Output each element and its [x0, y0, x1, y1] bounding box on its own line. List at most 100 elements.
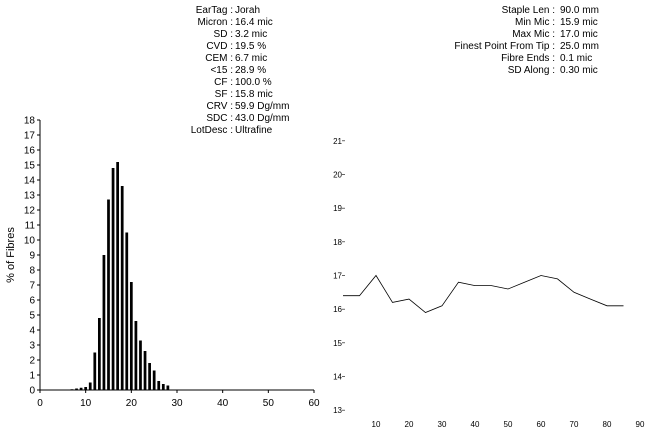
staple-stat-value: 25.0 mm [560, 41, 599, 52]
y-tick-label: 16 [24, 146, 36, 157]
staple-stat-value: 15.9 mic [560, 17, 598, 28]
histogram-bar [139, 340, 142, 390]
staple-stats-summary: Staple Len : 90.0 mm Min Mic : 15.9 mic Max … [420, 5, 650, 85]
y-tick-label: 17 [333, 272, 342, 281]
histogram-bar [93, 352, 97, 390]
y-tick-label: 1 [29, 371, 35, 382]
y-tick-label: 20 [333, 171, 342, 180]
x-tick-label: 40 [217, 398, 229, 409]
y-tick-label: 14 [24, 176, 36, 187]
histogram-bar [129, 282, 133, 390]
y-tick-label: 17 [24, 131, 36, 142]
fibre-stat-value: 16.4 mic [235, 17, 273, 28]
y-tick-label: 18 [333, 238, 342, 247]
y-tick-label: 16 [333, 305, 342, 314]
staple-stat-label: Fibre Ends : [501, 53, 555, 64]
histogram-bar [166, 385, 170, 390]
fibre-stat-value: 100.0 % [235, 77, 272, 88]
histogram-bar [111, 168, 115, 390]
fibre-stat-label: <15 : [210, 65, 233, 76]
fibre-stat-label: CVD : [206, 41, 233, 52]
fibre-stat-value: 6.7 mic [235, 53, 268, 64]
staple-stat-value: 17.0 mic [560, 29, 598, 40]
fibre-stat-label: CEM : [205, 53, 233, 64]
y-tick-label: 2 [29, 356, 35, 367]
fibre-stat-value: 43.0 Dg/mm [235, 113, 290, 124]
fibre-stat-label: SF : [214, 89, 233, 100]
x-tick-label: 80 [603, 420, 612, 429]
staple-stat-value: 0.30 mic [560, 65, 598, 76]
histogram-bar [70, 389, 74, 390]
y-tick-label: 14 [333, 373, 342, 382]
x-tick-label: 30 [438, 420, 447, 429]
x-tick-label: 50 [263, 398, 275, 409]
y-tick-label: 6 [29, 296, 35, 307]
y-tick-label: 12 [24, 206, 36, 217]
histogram-bar [107, 199, 110, 390]
y-tick-label: 9 [29, 251, 35, 262]
staple-stat-value: 90.0 mm [560, 5, 599, 16]
fibre-stat-label: EarTag : [195, 5, 233, 16]
y-tick-label: 8 [29, 266, 35, 277]
fibre-stat-label: CF : [214, 77, 233, 88]
x-tick-label: 60 [537, 420, 546, 429]
x-tick-label: 20 [126, 398, 138, 409]
histogram-bar [79, 387, 83, 390]
histogram-bar [134, 321, 138, 390]
fibre-stat-value: 15.8 mic [235, 89, 273, 100]
histogram-bar [148, 363, 151, 390]
y-tick-label: 7 [29, 281, 35, 292]
y-tick-label: 5 [29, 311, 35, 322]
y-tick-label: 11 [25, 221, 36, 232]
fibre-stat-value: 59.9 Dg/mm [235, 101, 290, 112]
fibre-stat-label: SDC : [206, 113, 233, 124]
fibre-stat-label: Micron : [197, 17, 233, 28]
micron-profile-chart: 13 14 15 16 17 18 19 20 21 10 20 30 40 50 60 70 80 90 [333, 137, 645, 429]
y-tick-label: 0 [29, 386, 35, 397]
x-tick-label: 0 [37, 398, 43, 409]
histogram-bar [161, 384, 165, 390]
fibre-stat-label: SD : [213, 29, 233, 40]
y-axis-title: % of Fibres [5, 227, 17, 283]
fibre-stats-summary: EarTag : Jorah Micron :16.4 mic SD :3.2 mic… [0, 5, 330, 145]
micron-profile-line [343, 274, 624, 313]
histogram-bar [116, 162, 120, 390]
fibre-stat-value: 19.5 % [235, 41, 267, 52]
histogram-bar [84, 387, 88, 390]
staple-stat-value: 0.1 mic [560, 53, 593, 64]
x-tick-label: 50 [504, 420, 513, 429]
staple-stat-label: Finest Point From Tip : [454, 41, 555, 52]
histogram-bar [97, 318, 101, 390]
histogram-bar [120, 186, 124, 390]
x-tick-label: 10 [372, 420, 381, 429]
histogram-bar [125, 232, 129, 390]
y-tick-label: 15 [24, 161, 36, 172]
x-tick-label: 90 [636, 420, 645, 429]
fibre-stat-label: CRV : [206, 101, 234, 112]
y-tick-label: 18 [24, 116, 36, 127]
fibre-stat-value: Jorah [235, 5, 261, 16]
y-tick-label: 10 [24, 236, 36, 247]
fibre-stat-label: LotDesc : [190, 125, 233, 136]
x-tick-label: 40 [471, 420, 480, 429]
y-tick-label: 15 [333, 339, 342, 348]
fibre-stat-value: Ultrafine [235, 125, 273, 136]
y-tick-label: 19 [333, 204, 342, 213]
x-tick-label: 20 [405, 420, 414, 429]
staple-stat-label: Max Mic : [512, 29, 555, 40]
x-tick-label: 60 [308, 398, 320, 409]
staple-stat-label: Min Mic : [515, 17, 555, 28]
histogram-bar [152, 370, 156, 390]
y-tick-label: 13 [333, 406, 342, 415]
y-tick-label: 4 [29, 326, 35, 337]
staple-stat-label: Staple Len : [501, 5, 555, 16]
histogram-bar [102, 255, 106, 390]
x-tick-label: 30 [171, 398, 183, 409]
histogram-bar [157, 381, 161, 390]
fibre-stat-value: 3.2 mic [235, 29, 268, 40]
y-tick-label: 21 [333, 137, 342, 146]
staple-stat-label: SD Along : [507, 65, 555, 76]
histogram-bar [88, 382, 92, 390]
x-tick-label: 10 [80, 398, 92, 409]
